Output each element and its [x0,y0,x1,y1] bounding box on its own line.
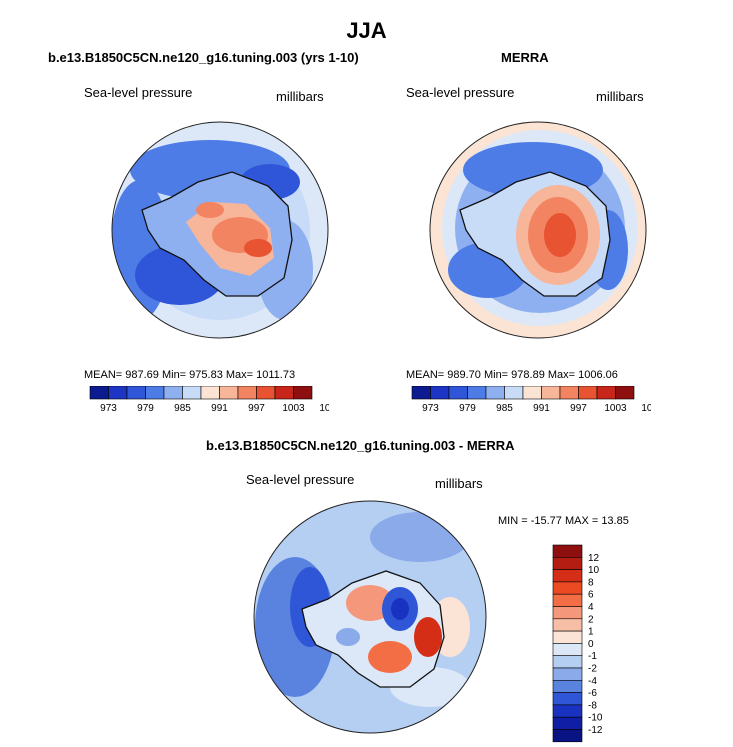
diff-colorbar-tick-label: 1 [588,627,594,638]
left-colorbar: 973979985991997100310091015 [89,386,329,414]
diff-colorbar-tick-label: -6 [588,688,597,699]
diff-colorbar-tick-label: 6 [588,590,594,601]
left-colorbar-tick-label: 979 [137,403,154,414]
diff-colorbar-tick-label: -1 [588,651,597,662]
diff-colorbar-swatch [552,606,583,620]
right-colorbar-tick-label: 1003 [604,403,627,414]
left-colorbar-tick-label: 997 [248,403,265,414]
diff-colorbar-tick-label: -4 [588,676,597,687]
diff-colorbar-tick-label: -10 [588,713,603,724]
right-colorbar-swatch [615,386,635,400]
diff-colorbar-tick-label: 2 [588,614,594,625]
right-colorbar-tick-label: 997 [570,403,587,414]
left-colorbar-swatch [274,386,294,400]
diff-colorbar-swatch [552,643,583,657]
right-colorbar-swatch [411,386,431,400]
left-colorbar-swatch [126,386,146,400]
right-units-label: millibars [596,89,644,104]
right-colorbar-tick-label: 973 [422,403,439,414]
right-colorbar-swatch [485,386,505,400]
diff-units-label: millibars [435,476,483,491]
right-colorbar-swatch [522,386,542,400]
diff-panel-title: b.e13.B1850C5CN.ne120_g16.tuning.003 - M… [206,438,515,453]
right-map [429,121,647,339]
diff-colorbar-swatch [552,593,583,607]
diff-colorbar-swatch [552,569,583,583]
left-colorbar-swatch [145,386,165,400]
diff-colorbar-tick-label: -2 [588,664,597,675]
left-colorbar-tick-label: 991 [211,403,228,414]
diff-colorbar-tick-label: 8 [588,577,594,588]
diff-colorbar-swatch [552,716,583,730]
left-colorbar-tick-label: 1003 [282,403,305,414]
left-variable-label: Sea-level pressure [84,85,193,100]
right-colorbar-tick-label: 979 [459,403,476,414]
diff-colorbar-tick-label: -12 [588,725,603,736]
right-colorbar-tick-label: 985 [496,403,513,414]
right-colorbar-tick-label: 991 [533,403,550,414]
figure-title: JJA [346,18,387,43]
left-colorbar-swatch [293,386,313,400]
left-stats: MEAN= 987.69 Min= 975.83 Max= 1011.73 [84,369,296,381]
left-colorbar-swatch [219,386,239,400]
left-panel-title: b.e13.B1850C5CN.ne120_g16.tuning.003 (yr… [48,50,359,65]
diff-colorbar-swatch [552,557,583,570]
right-colorbar-tick-label: 1009 [641,403,651,414]
diff-colorbar-swatch [552,544,583,558]
diff-colorbar-swatch [552,618,583,632]
diff-colorbar-tick-label: 10 [588,565,600,576]
right-colorbar-swatch [467,386,487,400]
left-colorbar-swatch [108,386,128,400]
diff-colorbar-swatch [552,655,583,669]
diff-colorbar-tick-label: 0 [588,639,594,650]
diff-colorbar-swatch [552,680,583,693]
right-colorbar-swatch [430,386,450,400]
diff-colorbar-swatch [552,667,583,681]
left-colorbar-swatch [89,386,109,400]
right-colorbar: 973979985991997100310091015 [411,386,651,414]
right-colorbar-swatch [578,386,598,400]
diff-colorbar-tick-label: -8 [588,700,597,711]
diff-variable-label: Sea-level pressure [246,472,355,487]
right-stats: MEAN= 989.70 Min= 978.89 Max= 1006.06 [406,369,618,381]
right-variable-label: Sea-level pressure [406,85,515,100]
left-colorbar-swatch [163,386,183,400]
right-colorbar-swatch [559,386,579,400]
right-colorbar-swatch [541,386,561,400]
left-map [111,121,329,339]
diff-colorbar-swatch [552,729,583,743]
right-colorbar-swatch [448,386,468,400]
right-colorbar-swatch [596,386,616,400]
diff-colorbar-swatch [552,692,583,706]
left-colorbar-tick-label: 973 [100,403,117,414]
left-colorbar-tick-label: 985 [174,403,191,414]
right-colorbar-swatch [504,386,524,400]
left-units-label: millibars [276,89,324,104]
diff-colorbar-swatch [552,581,583,595]
diff-stats: MIN = -15.77 MAX = 13.85 [498,515,629,527]
diff-colorbar-swatch [552,630,583,644]
left-colorbar-tick-label: 1009 [319,403,329,414]
left-colorbar-swatch [256,386,276,400]
left-colorbar-swatch [237,386,257,400]
diff-colorbar-tick-label: 4 [588,602,594,613]
left-colorbar-swatch [182,386,202,400]
left-colorbar-swatch [200,386,220,400]
diff-colorbar-tick-label: 12 [588,553,600,564]
diff-colorbar-swatch [552,704,583,718]
diff-map [253,500,487,734]
right-panel-title: MERRA [501,50,549,65]
